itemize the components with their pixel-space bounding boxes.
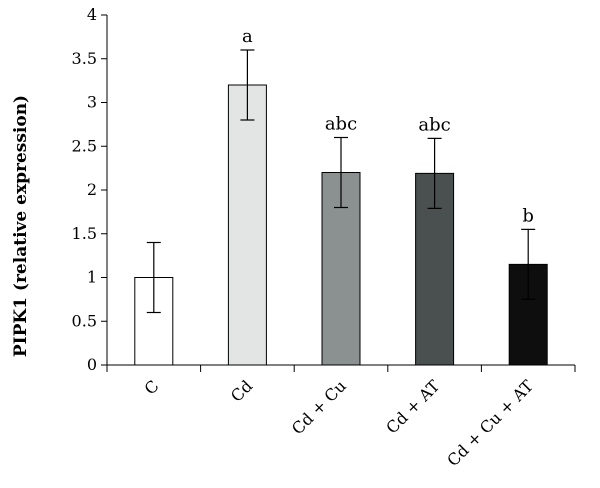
category-label: Cd: [227, 376, 256, 405]
category-label: C: [141, 376, 163, 398]
significance-label: b: [522, 205, 534, 226]
y-tick-label: 0.5: [72, 311, 97, 330]
category-label: Cd + AT: [382, 376, 443, 437]
y-axis-title: PIPK1 (relative expression): [11, 95, 31, 357]
y-tick-label: 2.5: [72, 136, 97, 155]
significance-label: abc: [418, 114, 450, 135]
y-axis: 0 0.5 1 1.5 2 2.5 3 3.5 4: [72, 5, 108, 374]
y-tick-label: 1.5: [72, 224, 97, 243]
bar: [227, 84, 267, 366]
category-label: Cd + Cu: [288, 376, 350, 438]
error-bars: [146, 49, 536, 314]
y-tick-label: 0: [87, 355, 97, 374]
significance-labels: a abc abc b: [242, 26, 534, 226]
y-tick-label: 1: [87, 268, 97, 287]
y-tick-label: 3.5: [72, 49, 97, 68]
category-label: Cd + Cu + AT: [443, 376, 537, 470]
y-tick-label: 3: [87, 93, 97, 112]
x-axis: C Cd Cd + Cu Cd + AT Cd + Cu + AT: [106, 364, 576, 470]
y-tick-label: 4: [87, 5, 97, 24]
y-tick-label: 2: [87, 180, 97, 199]
significance-label: a: [242, 26, 253, 47]
significance-label: abc: [325, 114, 357, 135]
